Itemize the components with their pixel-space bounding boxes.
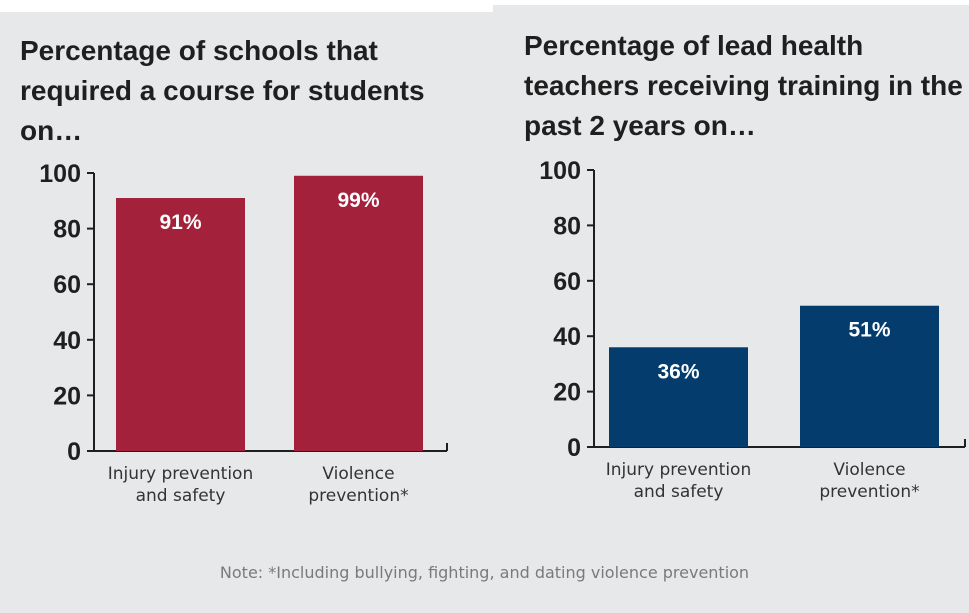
y-tick-label: 100 — [539, 157, 581, 185]
category-label: Violence — [833, 460, 905, 480]
y-tick-label: 60 — [53, 271, 81, 299]
bar — [609, 347, 748, 447]
chart-title-schools: Percentage of schools that required a co… — [20, 35, 425, 146]
y-tick-label: 0 — [567, 434, 581, 462]
category-label: Injury prevention — [606, 460, 751, 480]
bar-data-label: 99% — [337, 189, 379, 212]
footnote: Note: *Including bullying, fighting, and… — [219, 563, 750, 582]
bar — [294, 175, 423, 451]
category-label: prevention* — [308, 486, 408, 506]
y-tick-label: 0 — [67, 438, 81, 466]
y-tick-label: 20 — [53, 382, 81, 410]
bar — [116, 198, 245, 451]
top-divider-right — [493, 0, 969, 5]
category-label: Injury prevention — [108, 464, 253, 484]
top-divider-left — [0, 0, 493, 12]
bar-data-label: 51% — [848, 319, 890, 342]
category-label: Violence — [322, 464, 394, 484]
y-tick-label: 20 — [553, 379, 581, 407]
bar-data-label: 36% — [657, 360, 699, 383]
category-label: and safety — [136, 486, 226, 506]
y-tick-label: 100 — [39, 160, 81, 188]
y-tick-label: 80 — [53, 216, 81, 244]
y-tick-label: 60 — [553, 268, 581, 296]
category-label: prevention* — [819, 482, 919, 502]
y-tick-label: 40 — [53, 327, 81, 355]
y-tick-label: 40 — [553, 323, 581, 351]
chart-title-teachers: Percentage of lead health teachers recei… — [524, 30, 963, 141]
bar-data-label: 91% — [159, 211, 201, 234]
bar — [800, 305, 939, 447]
y-tick-label: 80 — [553, 212, 581, 240]
category-label: and safety — [634, 482, 724, 502]
